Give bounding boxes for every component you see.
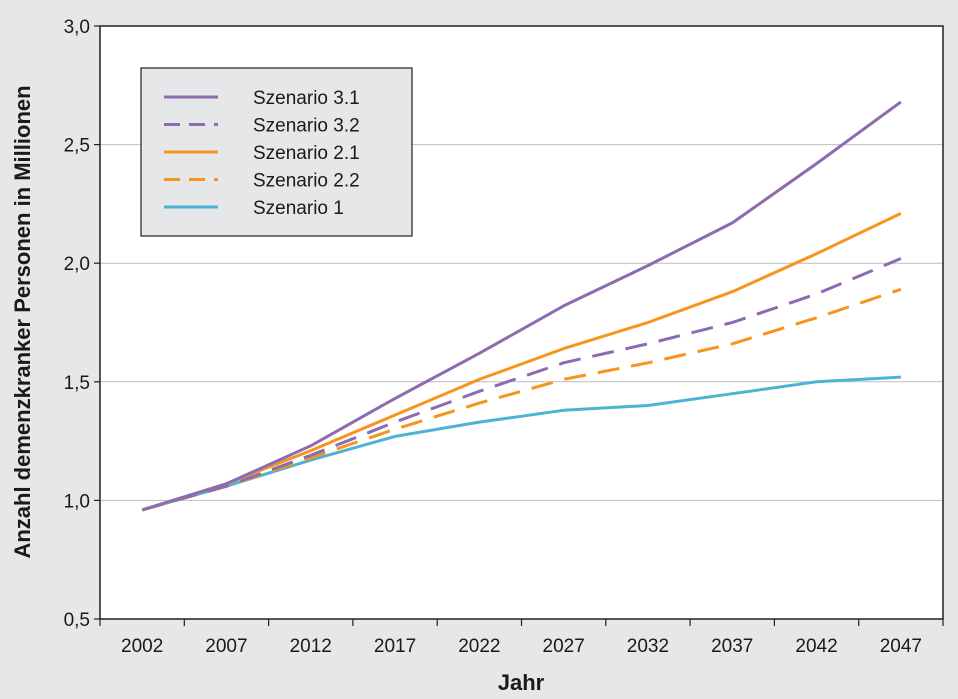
- y-axis-title: Anzahl demenzkranker Personen in Million…: [10, 85, 35, 558]
- x-tick-label: 2002: [121, 636, 163, 657]
- x-tick-label: 2037: [711, 636, 753, 657]
- x-tick-label: 2022: [458, 636, 500, 657]
- legend-label: Szenario 2.1: [253, 143, 360, 164]
- y-axis: 0,5 1,0 1,5 2,0 2,5 3,0: [64, 17, 100, 631]
- legend: Szenario 3.1 Szenario 3.2 Szenario 2.1 Szen…: [140, 67, 413, 237]
- legend-label: Szenario 1: [253, 198, 344, 219]
- series-line-szenario-3-1: [141, 100, 902, 512]
- legend-label: Szenario 2.2: [253, 171, 360, 192]
- y-tick-label: 1,0: [64, 491, 90, 512]
- series-line-szenario-2-1: [141, 212, 902, 512]
- x-tick-label: 2012: [290, 636, 332, 657]
- x-tick-label: 2032: [627, 636, 669, 657]
- x-tick-label: 2027: [543, 636, 585, 657]
- y-tick-label: 0,5: [64, 610, 90, 631]
- x-axis-title: Jahr: [498, 670, 545, 695]
- legend-label: Szenario 3.1: [253, 88, 360, 109]
- series-line-szenario-2-2: [141, 287, 902, 512]
- series-line-szenario-1: [141, 375, 901, 512]
- y-tick-label: 1,5: [64, 373, 90, 394]
- x-axis: 2002 2007 2012 2017 2022 2027 2032 2037 2042 2047: [99, 619, 944, 657]
- y-tick-label: 2,5: [64, 136, 90, 157]
- x-tick-label: 2017: [374, 636, 416, 657]
- x-tick-label: 2047: [880, 636, 922, 657]
- x-tick-label: 2007: [205, 636, 247, 657]
- series-line-szenario-3-2: [141, 257, 902, 512]
- y-tick-label: 2,0: [64, 254, 90, 275]
- legend-label: Szenario 3.2: [253, 116, 360, 137]
- x-tick-label: 2042: [795, 636, 837, 657]
- series-lines: [141, 100, 902, 512]
- y-tick-label: 3,0: [64, 17, 90, 38]
